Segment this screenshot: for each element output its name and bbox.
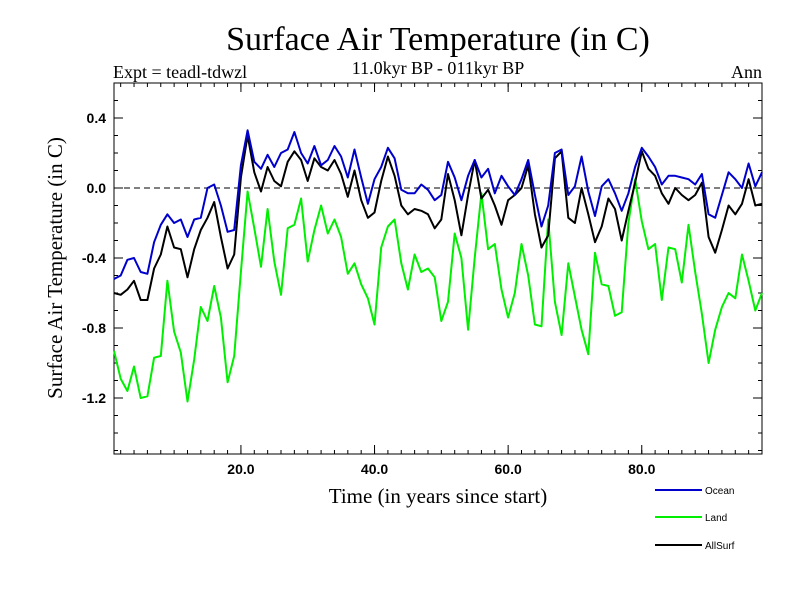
x-tick-label: 60.0 [495,461,522,477]
series-line-ocean [113,129,763,280]
plot-area [113,82,763,455]
y-tick-label: -0.4 [82,250,106,266]
y-tick-label: -0.8 [82,320,106,336]
series-line-land [113,178,763,403]
tick-labels: 20.0 40.0 60.0 80.0 0.4 0.0 -0.4 -0.8 -1.2 [82,110,656,477]
experiment-label: Expt = teadl-tdwzl [113,62,247,82]
y-tick-label: -1.2 [82,390,106,406]
x-axis-label: Time (in years since start) [329,484,548,508]
x-tick-label: 20.0 [227,461,254,477]
legend-label-land: Land [705,513,727,524]
legend-label-ocean: Ocean [705,486,734,497]
y-tick-label: 0.0 [87,180,107,196]
y-tick-label: 0.4 [87,110,107,126]
legend-label-allsurf: AllSurf [705,541,735,552]
x-tick-label: 80.0 [628,461,655,477]
axis-ticks [114,82,763,454]
plot-frame [113,82,763,455]
series-line-allsurf [113,134,763,301]
x-tick-label: 40.0 [361,461,388,477]
series-lines [113,129,763,403]
y-axis-label: Surface Air Temperature (in C) [43,137,67,399]
chart-subtitle: 11.0kyr BP - 011kyr BP [352,58,525,78]
legend: Ocean Land AllSurf [655,486,735,552]
chart-title: Surface Air Temperature (in C) [226,21,650,58]
season-label: Ann [731,62,762,82]
